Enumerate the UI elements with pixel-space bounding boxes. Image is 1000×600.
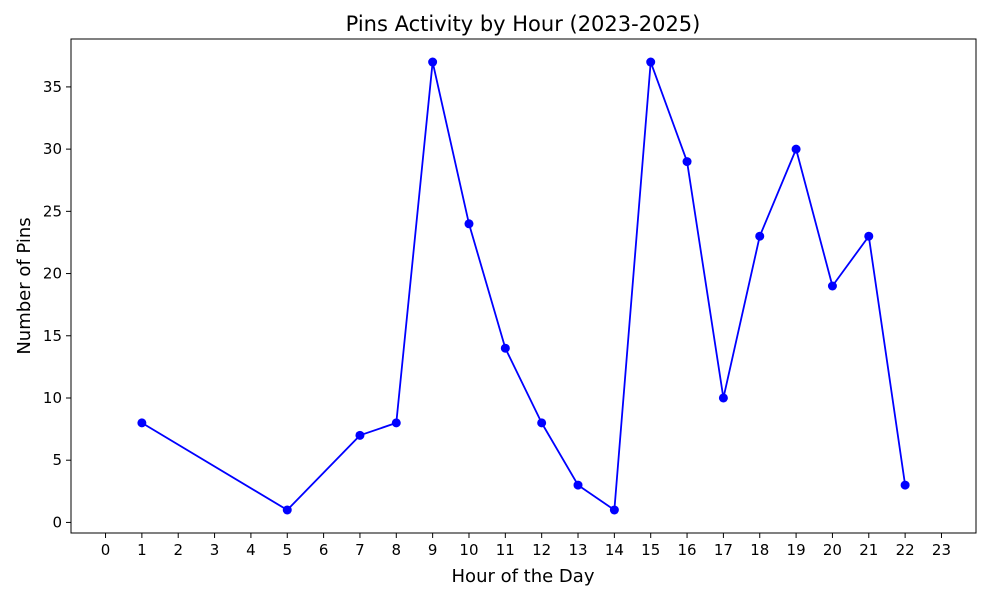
y-tick-label: 15 (43, 327, 62, 345)
x-tick-label: 21 (859, 541, 878, 559)
data-point (573, 480, 583, 490)
x-tick-label: 5 (282, 541, 292, 559)
x-tick-label: 0 (101, 541, 111, 559)
x-tick-label: 8 (392, 541, 402, 559)
plot-area (70, 38, 977, 534)
data-point (827, 281, 837, 291)
data-point (500, 343, 510, 353)
data-point (464, 219, 474, 229)
data-point (755, 231, 765, 241)
x-tick-label: 18 (750, 541, 769, 559)
y-tick-label: 0 (52, 513, 62, 531)
y-tick-label: 35 (43, 78, 62, 96)
x-tick-label: 10 (459, 541, 478, 559)
y-axis-ticks: 0 5 10 15 20 25 30 35 (43, 78, 71, 531)
y-tick-label: 5 (52, 451, 62, 469)
data-point (137, 418, 147, 428)
x-tick-label: 12 (532, 541, 551, 559)
x-axis-label: Hour of the Day (452, 566, 595, 587)
x-tick-label: 19 (787, 541, 806, 559)
y-axis-label: Number of Pins (14, 217, 35, 354)
data-point (537, 418, 547, 428)
x-tick-label: 9 (428, 541, 438, 559)
data-point (864, 231, 874, 241)
x-tick-label: 3 (210, 541, 220, 559)
chart-title: Pins Activity by Hour (2023-2025) (346, 12, 701, 36)
x-tick-label: 7 (355, 541, 365, 559)
x-tick-label: 6 (319, 541, 329, 559)
data-point (391, 418, 401, 428)
x-tick-label: 2 (173, 541, 183, 559)
x-tick-label: 22 (896, 541, 915, 559)
data-point (900, 480, 910, 490)
x-tick-label: 13 (568, 541, 587, 559)
x-tick-label: 14 (605, 541, 624, 559)
data-point (646, 57, 656, 67)
data-point (718, 393, 728, 403)
x-tick-label: 23 (932, 541, 951, 559)
data-point (791, 144, 801, 154)
y-tick-label: 30 (43, 140, 62, 158)
x-tick-label: 17 (714, 541, 733, 559)
x-tick-label: 15 (641, 541, 660, 559)
data-point (355, 430, 365, 440)
y-tick-label: 10 (43, 389, 62, 407)
data-point (609, 505, 619, 515)
x-tick-label: 11 (496, 541, 515, 559)
data-point (428, 57, 438, 67)
x-tick-label: 16 (678, 541, 697, 559)
data-point (682, 157, 692, 167)
series-line-0 (141, 61, 907, 511)
x-tick-label: 4 (246, 541, 256, 559)
y-tick-label: 25 (43, 202, 62, 220)
x-axis-ticks: 0 1 2 3 4 5 6 7 8 9 10 11 12 13 14 15 16 17 18 19 20 21 22 23 (101, 533, 951, 559)
y-tick-label: 20 (43, 265, 62, 283)
x-tick-label: 20 (823, 541, 842, 559)
x-tick-label: 1 (137, 541, 147, 559)
data-point (282, 505, 292, 515)
series-layer (137, 57, 910, 515)
